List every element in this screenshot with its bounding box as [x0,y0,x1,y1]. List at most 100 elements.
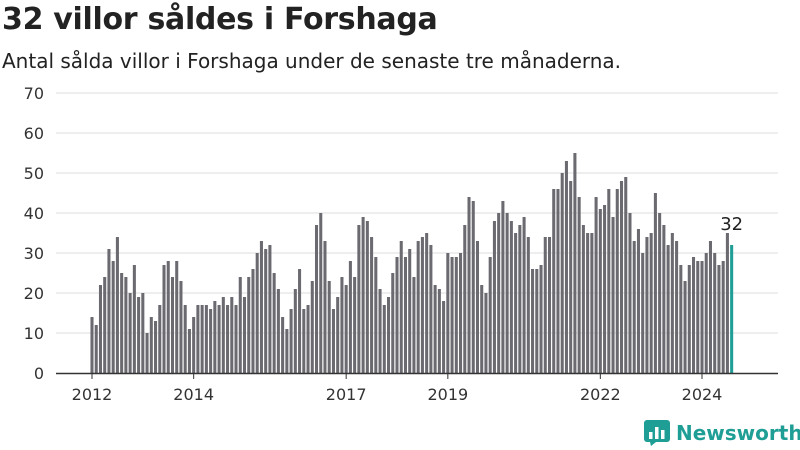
bar [170,277,175,373]
bar [192,317,196,373]
bar [628,213,632,373]
bar [90,317,94,373]
brand: Newsworthy [644,420,800,446]
bar [679,265,683,373]
bar [289,309,293,373]
y-tick-label: 30 [24,244,44,263]
bar [569,181,573,373]
bar [420,237,424,373]
bar [658,213,662,373]
bar [103,277,107,373]
bar [344,285,348,373]
bar [547,237,552,373]
bar [94,325,98,373]
bar [200,305,204,373]
bar [340,277,344,373]
bar [255,253,259,373]
bar [526,237,530,373]
bar [653,193,657,373]
bar [145,333,149,373]
bar [120,273,124,373]
bar [412,277,416,373]
bar [531,269,535,373]
bar [399,241,403,373]
bar [416,241,420,373]
bar [158,305,162,373]
bar [624,177,628,373]
bar [433,285,437,373]
bar [560,173,564,373]
brand-name: Newsworthy [676,421,800,445]
bar [149,317,153,373]
bar [98,285,102,373]
bar [725,233,729,373]
bar [514,233,518,373]
bar [361,217,365,373]
bar [543,237,547,373]
bar [581,225,585,373]
bar [238,277,242,373]
bar [242,297,247,373]
x-tick-label: 2022 [580,385,621,404]
bar [124,277,128,373]
y-tick-label: 0 [34,364,44,383]
bar [387,297,391,373]
bar [128,293,132,373]
bar [213,301,217,373]
y-tick-label: 70 [24,84,44,103]
bar [234,305,238,373]
annotations: 32 [720,214,743,235]
bar [594,197,598,373]
bar [488,257,492,373]
x-tick-label: 2017 [326,385,367,404]
bar [306,305,310,373]
bar [446,253,450,373]
bar [353,277,357,373]
bar [492,221,496,373]
bar [268,245,272,373]
bar [196,305,200,373]
bar [365,221,369,373]
bar [700,261,704,373]
bar [272,273,276,373]
x-tick-label: 2019 [427,385,468,404]
bar [717,265,721,373]
bar [463,225,467,373]
bar [598,209,602,373]
bar [357,225,361,373]
x-axis: 2012 2014 2017 2019 2022 2024 [56,372,778,404]
y-tick-label: 50 [24,164,44,183]
x-tick-label: 2014 [173,385,214,404]
bar [336,297,340,373]
bar-latest [730,245,734,373]
bar [670,233,674,373]
bar [204,305,208,373]
bar [708,241,712,373]
bar [302,309,306,373]
bar [539,265,543,373]
y-tick-label: 20 [24,284,44,303]
bar [162,265,166,373]
bar [395,257,399,373]
bar [450,257,454,373]
bar [217,305,221,373]
bar [454,257,458,373]
bar [285,329,289,373]
bar [331,309,335,373]
bar [535,269,539,373]
bar [209,309,213,373]
bar [310,281,314,373]
y-axis-ticks: 0 10 20 30 40 50 60 70 [24,84,44,383]
bar [590,233,594,373]
bar [251,269,255,373]
bar [442,301,446,373]
bar [187,329,191,373]
bar [713,253,717,373]
bar [437,289,441,373]
bar [666,245,670,373]
bar [522,217,526,373]
bar [484,293,488,373]
bar [314,225,319,373]
bar [175,261,179,373]
bar [459,253,463,373]
